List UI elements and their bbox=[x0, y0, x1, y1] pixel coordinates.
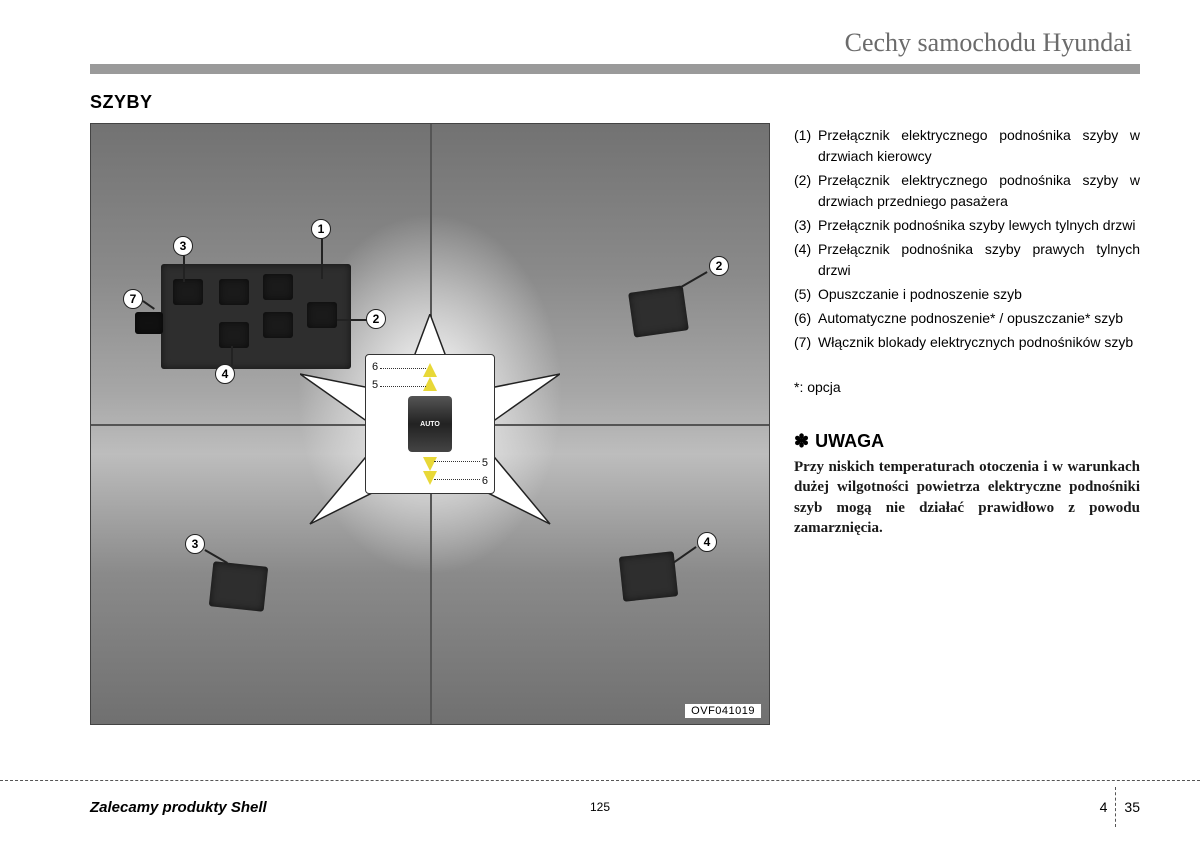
chapter-number: 4 bbox=[1100, 799, 1108, 815]
inset-label-5: 5 bbox=[372, 379, 378, 391]
list-item: (7)Włącznik blokady elektrycznych podnoś… bbox=[794, 332, 1140, 353]
arrow-down-icon bbox=[423, 457, 437, 471]
callout-2b: 2 bbox=[709, 256, 729, 276]
page-footer: Zalecamy produkty Shell 125 4 35 bbox=[0, 780, 1200, 827]
inset-label-5: 5 bbox=[482, 457, 488, 469]
auto-switch: AUTO bbox=[408, 396, 452, 452]
main-figure: 1 3 7 2 4 2 3 4 bbox=[90, 123, 770, 725]
driver-panel-switch bbox=[219, 322, 249, 348]
header-rule bbox=[90, 64, 1140, 74]
chapter-title: Cechy samochodu Hyundai bbox=[845, 28, 1140, 58]
inset-label-6: 6 bbox=[372, 361, 378, 373]
asterisk-icon: ✽ bbox=[794, 428, 809, 455]
page-number-right: 35 bbox=[1124, 799, 1140, 815]
callout-1: 1 bbox=[311, 219, 331, 239]
legend-list: (1)Przełącznik elektrycznego podnośnika … bbox=[794, 125, 1140, 353]
passenger-switch bbox=[628, 285, 689, 337]
warning-label: UWAGA bbox=[815, 428, 884, 455]
option-note: *: opcja bbox=[794, 377, 1140, 398]
callout-4: 4 bbox=[215, 364, 235, 384]
footer-brand: Zalecamy produkty Shell bbox=[90, 799, 267, 816]
callout-4b: 4 bbox=[697, 532, 717, 552]
list-item: (1)Przełącznik elektrycznego podnośnika … bbox=[794, 125, 1140, 167]
list-item: (5)Opuszczanie i podnoszenie szyb bbox=[794, 284, 1140, 305]
list-item: (4)Przełącznik podnośnika szyby prawych … bbox=[794, 239, 1140, 281]
arrow-down-icon bbox=[423, 471, 437, 485]
lock-button bbox=[135, 312, 163, 334]
arrow-up-icon bbox=[423, 377, 437, 391]
callout-7: 7 bbox=[123, 289, 143, 309]
driver-panel-switch bbox=[263, 274, 293, 300]
rear-right-switch bbox=[619, 551, 678, 602]
image-reference: OVF041019 bbox=[685, 704, 761, 718]
callout-3: 3 bbox=[173, 236, 193, 256]
list-item: (6)Automatyczne podnoszenie* / opuszczan… bbox=[794, 308, 1140, 329]
driver-panel-switch bbox=[263, 312, 293, 338]
arrow-up-icon bbox=[423, 363, 437, 377]
inset-label-6: 6 bbox=[482, 475, 488, 487]
rear-left-switch bbox=[209, 561, 268, 612]
list-item: (2)Przełącznik elektrycznego podnośnika … bbox=[794, 170, 1140, 212]
driver-panel-switch bbox=[219, 279, 249, 305]
section-title: SZYBY bbox=[90, 92, 1140, 113]
warning-body: Przy niskich temperaturach otoczenia i w… bbox=[794, 457, 1140, 538]
list-item: (3)Przełącznik podnośnika szyby lewych t… bbox=[794, 215, 1140, 236]
warning-heading: ✽ UWAGA bbox=[794, 428, 1140, 455]
divider bbox=[1115, 787, 1116, 827]
inset-detail: AUTO 6 5 5 6 bbox=[365, 354, 495, 494]
callout-3b: 3 bbox=[185, 534, 205, 554]
driver-panel-switch bbox=[173, 279, 203, 305]
page-number-center: 125 bbox=[590, 800, 610, 814]
